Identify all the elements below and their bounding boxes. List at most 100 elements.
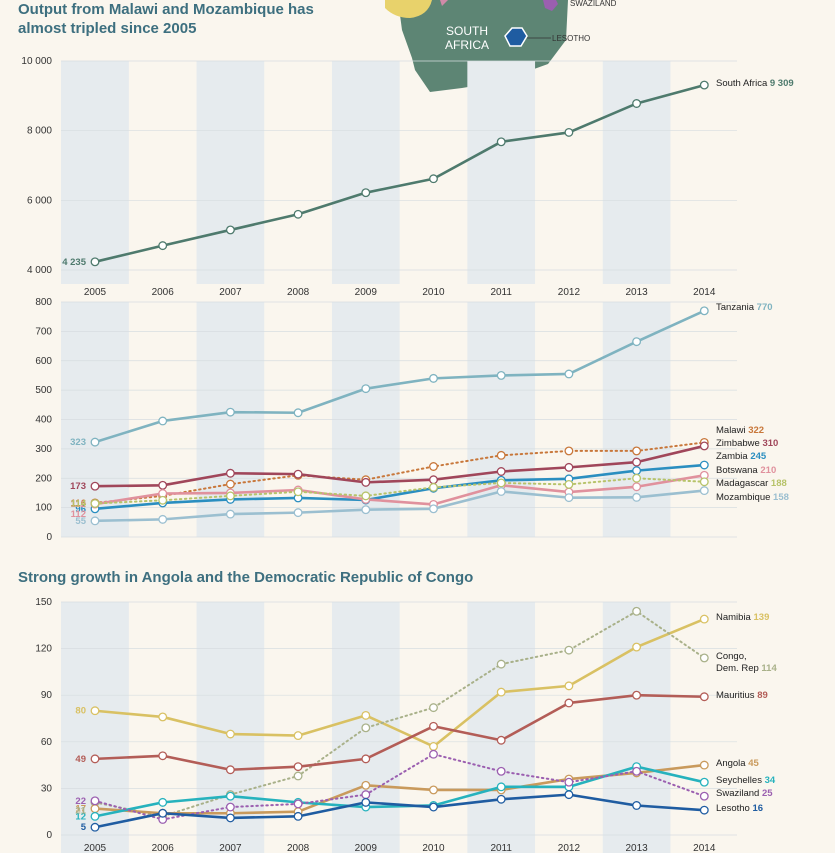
- series-end-value: 34: [765, 775, 776, 786]
- data-point: [632, 606, 642, 616]
- data-point: [699, 460, 709, 470]
- series-zambia: 96 Zambia 245: [75, 451, 766, 515]
- data-point: [699, 477, 709, 487]
- series-end-label: Swaziland 25: [716, 788, 773, 799]
- lesotho-map-label: LESOTHO: [552, 34, 590, 43]
- lesotho-map-shape: [504, 27, 528, 47]
- grid-band: [602, 602, 671, 853]
- x-tick-label: 2011: [490, 287, 512, 298]
- data-point: [293, 408, 303, 418]
- data-point: [225, 468, 235, 478]
- series-line: [94, 477, 706, 505]
- series-line: [94, 617, 705, 748]
- chart-2: 0 100 200 300 400 500 600 700 800 323 Tanzania 770…: [35, 297, 789, 543]
- south-africa-map-label: SOUTH AFRICA: [445, 24, 489, 52]
- swaziland-map-label: SWAZILAND: [570, 0, 617, 8]
- data-point: [699, 777, 709, 787]
- data-point: [225, 813, 235, 823]
- data-point: [293, 731, 303, 741]
- data-point: [429, 462, 438, 471]
- y-tick-label: 100: [35, 503, 52, 514]
- chart-1: 4 000 6 000 8 000 10 000 2005 2006 2007 2008 200…: [21, 56, 793, 298]
- data-point: [90, 796, 100, 806]
- start-value-label: 114: [71, 499, 87, 510]
- x-tick-label: 2014: [693, 287, 716, 298]
- data-point: [429, 504, 438, 514]
- data-point: [496, 478, 506, 488]
- series-name: Congo,: [716, 651, 747, 662]
- data-point: [361, 384, 371, 394]
- data-point: [429, 721, 438, 731]
- series-tanzania: 323 Tanzania 770: [70, 302, 772, 448]
- start-value-label: 323: [70, 437, 86, 448]
- data-point: [90, 437, 100, 447]
- series-namibia: 80 Namibia 139: [75, 612, 769, 751]
- y-tick-label: 4 000: [27, 265, 52, 276]
- x-tick-label: 2006: [152, 287, 175, 298]
- data-point: [429, 482, 438, 492]
- series-name: Zambia: [716, 451, 750, 462]
- data-point: [496, 766, 506, 776]
- data-point: [225, 479, 235, 489]
- grid-band: [467, 61, 536, 284]
- data-point: [632, 446, 642, 456]
- top-heading: Output from Malawi and Mozambique has al…: [18, 1, 314, 37]
- series-name: Seychelles: [716, 775, 765, 786]
- data-point: [158, 241, 168, 251]
- x-tick-label: 2013: [625, 843, 648, 853]
- data-point: [90, 516, 100, 526]
- series-end-value: 210: [760, 465, 776, 476]
- series-mozambique: 55 Mozambique 158: [75, 486, 789, 527]
- series-name: Swaziland: [716, 788, 762, 799]
- x-tick-label: 2010: [422, 287, 445, 298]
- y-tick-label: 60: [41, 737, 53, 748]
- data-point: [564, 127, 574, 137]
- x-tick-label: 2013: [625, 287, 648, 298]
- x-tick-label: 2007: [219, 287, 242, 298]
- x-tick-label: 2011: [490, 843, 512, 853]
- data-point: [293, 469, 303, 479]
- series-swaziland: 22 Swaziland 25: [75, 749, 773, 824]
- data-point: [632, 473, 642, 483]
- series-end-value: 770: [757, 302, 773, 313]
- data-point: [293, 771, 303, 781]
- data-point: [632, 492, 642, 502]
- data-point: [429, 749, 438, 759]
- start-value-label: 80: [75, 706, 86, 717]
- series-name: Malawi: [716, 425, 748, 436]
- start-value-label: 21: [75, 805, 86, 816]
- data-point: [158, 712, 168, 722]
- data-point: [293, 799, 303, 809]
- series-line: [94, 753, 706, 821]
- start-value-label: 116: [71, 498, 86, 509]
- series-end-value: 45: [748, 758, 759, 769]
- data-point: [90, 257, 100, 267]
- series-end-label: Seychelles 34: [716, 775, 776, 786]
- series-south-africa: 4 235 South Africa 9 309: [62, 78, 793, 268]
- series-end-value: 310: [762, 438, 778, 449]
- data-point: [225, 509, 235, 519]
- series-name: South Africa: [716, 78, 770, 89]
- x-tick-label: 2009: [355, 843, 378, 853]
- data-point: [564, 790, 574, 800]
- grid-band: [602, 61, 671, 284]
- x-tick-label: 2006: [152, 843, 175, 853]
- series-end-label: Malawi 322: [716, 425, 764, 436]
- series-end-value: 158: [773, 492, 789, 503]
- data-point: [632, 99, 642, 108]
- data-point: [158, 495, 168, 505]
- series-line: [94, 489, 705, 523]
- start-value-label: 55: [75, 516, 86, 527]
- botswana-map-shape: [385, 0, 432, 18]
- x-tick-label: 2008: [287, 287, 310, 298]
- data-point: [158, 514, 168, 524]
- series-line: [94, 441, 706, 504]
- series-name: Angola: [716, 758, 748, 769]
- x-tick-label: 2014: [693, 843, 716, 853]
- series-end-value: 322: [748, 425, 764, 436]
- data-point: [225, 491, 235, 501]
- data-point: [361, 477, 371, 487]
- data-point: [496, 487, 506, 496]
- series-end-value: 16: [752, 803, 763, 814]
